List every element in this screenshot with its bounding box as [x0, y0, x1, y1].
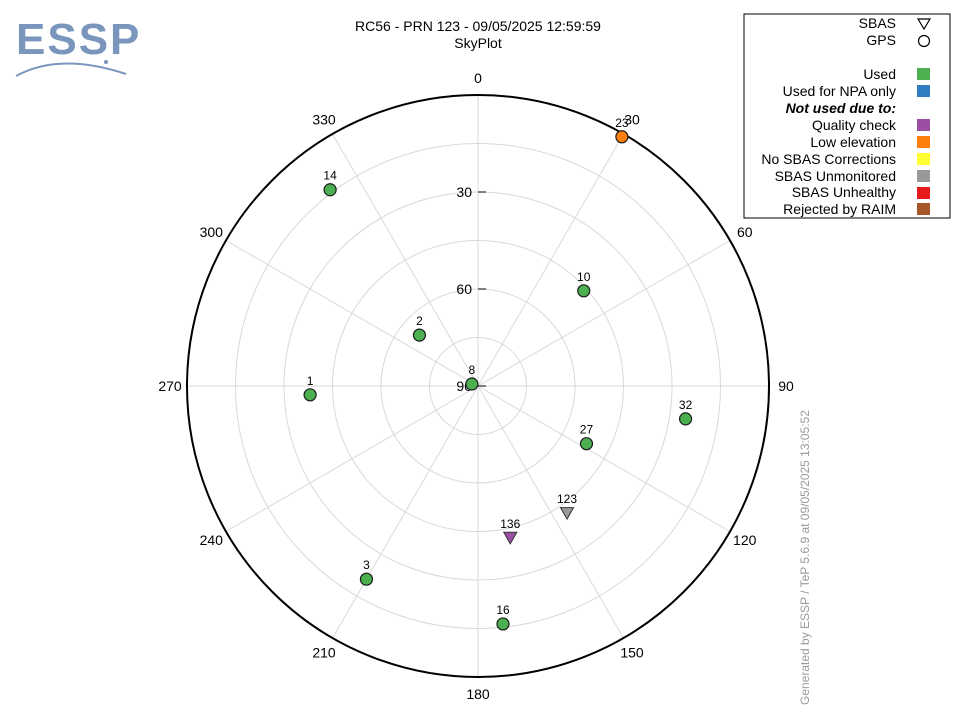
legend-swatch-raim	[917, 203, 930, 215]
azimuth-tick-label: 60	[737, 224, 753, 240]
satellite-marker-sbas	[502, 531, 518, 545]
satellite-marker-gps	[496, 617, 510, 631]
legend-triangle-icon	[916, 18, 932, 31]
legend-label-low-elevation: Low elevation	[810, 134, 896, 150]
grid-spoke	[477, 385, 731, 532]
satellite-prn-label: 10	[577, 270, 591, 284]
legend-label-used: Used	[863, 66, 896, 82]
chart-subtitle: SkyPlot	[454, 35, 502, 51]
satellite-prn-label: 136	[500, 517, 520, 531]
logo-text: ESSP	[16, 15, 141, 64]
legend-swatch-used	[917, 68, 930, 80]
satellite-marker-gps	[323, 183, 337, 197]
satellite-marker-gps	[359, 572, 374, 586]
satellite-marker-gps	[577, 284, 591, 298]
azimuth-tick-label: 330	[312, 111, 336, 127]
satellite-prn-label: 8	[469, 363, 476, 377]
grid-spoke	[477, 385, 624, 639]
legend-label-unmonitored: SBAS Unmonitored	[775, 168, 896, 184]
satellite-prn-label: 123	[557, 492, 577, 506]
satellite-prn-label: 23	[615, 116, 629, 130]
satellite-marker-gps	[412, 328, 427, 342]
satellite-prn-label: 27	[580, 423, 594, 437]
legend-swatch-low-elevation	[917, 136, 930, 148]
legend-label-unhealthy: SBAS Unhealthy	[792, 184, 896, 200]
horizon-ring	[186, 94, 770, 678]
legend-label-no-corrections: No SBAS Corrections	[761, 151, 896, 167]
azimuth-tick-label: 210	[312, 645, 336, 661]
satellite-prn-label: 14	[323, 169, 337, 183]
legend-label-gps: GPS	[866, 32, 896, 48]
satellite-marker-gps	[303, 388, 317, 402]
legend-swatch-unmonitored	[917, 170, 930, 182]
satellite-marker-gps	[615, 130, 629, 144]
legend-label-quality: Quality check	[812, 117, 897, 133]
legend-swatch-npa	[917, 85, 930, 97]
skyplot-polar: 0306090120150180210240270300330306090231…	[158, 70, 794, 702]
legend: SBAS GPS Used Used for NPA only Not used…	[743, 13, 951, 219]
legend-swatch-quality	[917, 119, 930, 131]
satellite-marker-gps	[579, 437, 594, 451]
grid-spoke	[332, 385, 479, 639]
azimuth-tick-label: 180	[466, 686, 490, 702]
legend-swatch-unhealthy	[917, 187, 930, 199]
azimuth-tick-label: 270	[158, 378, 182, 394]
satellite-prn-label: 2	[416, 314, 423, 328]
grid-spoke	[332, 133, 479, 387]
satellite-marker-sbas	[559, 507, 575, 521]
satellite-marker-gps	[465, 377, 479, 391]
grid-spoke	[225, 385, 479, 532]
legend-label-npa: Used for NPA only	[783, 83, 896, 99]
azimuth-tick-label: 300	[200, 224, 224, 240]
azimuth-tick-label: 30	[624, 111, 640, 127]
grid-spoke	[477, 133, 624, 387]
satellite-prn-label: 16	[496, 603, 510, 617]
grid-spoke	[225, 240, 479, 387]
legend-swatch-no-corrections	[917, 153, 930, 165]
grid-spoke	[477, 240, 731, 387]
essp-logo: ESSP	[15, 15, 141, 77]
logo-dot	[104, 60, 108, 64]
generated-by-footer: Generated by ESSP / TeP 5.6.9 at 09/05/2…	[798, 410, 812, 705]
logo-swoosh	[15, 62, 127, 77]
elevation-tick-label: 60	[456, 281, 472, 297]
azimuth-tick-label: 240	[200, 532, 224, 548]
satellite-marker-gps	[678, 412, 693, 426]
satellite-prn-label: 32	[679, 398, 693, 412]
elevation-tick-label: 30	[456, 184, 472, 200]
legend-not-used-header: Not used due to:	[786, 100, 896, 116]
chart-title: RC56 - PRN 123 - 09/05/2025 12:59:59	[355, 18, 601, 34]
legend-label-sbas: SBAS	[859, 15, 896, 31]
satellite-prn-label: 3	[363, 558, 370, 572]
satellite-prn-label: 1	[307, 374, 314, 388]
azimuth-tick-label: 0	[474, 70, 482, 86]
legend-label-raim: Rejected by RAIM	[783, 201, 896, 217]
azimuth-tick-label: 120	[733, 532, 757, 548]
legend-box	[743, 13, 951, 219]
azimuth-tick-label: 90	[778, 378, 794, 394]
legend-circle-icon	[917, 34, 931, 48]
azimuth-tick-label: 150	[620, 645, 644, 661]
